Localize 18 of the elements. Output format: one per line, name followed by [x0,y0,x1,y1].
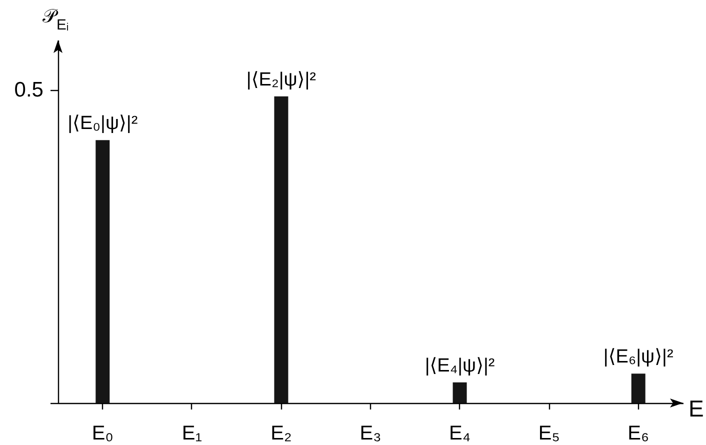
y-axis-title: 𝒫$_{Eᵢ}$ [42,6,69,34]
bar [96,140,110,403]
data-label: |⟨E₄|ψ⟩|² [424,355,495,376]
x-tick-label: E₄ [449,422,471,444]
x-tick-label: E₂ [270,422,292,444]
bar [452,382,467,403]
bar [274,96,288,403]
x-tick-label: E₆ [628,422,650,444]
data-label: |⟨E₀|ψ⟩|² [68,113,138,134]
data-label: |⟨E₂|ψ⟩|² [246,69,316,90]
data-label: |⟨E₆|ψ⟩|² [603,346,674,368]
x-tick-label: E₃ [360,422,382,444]
x-tick-label: E₅ [538,422,560,444]
x-axis-title: E [688,396,704,422]
bar [631,374,646,403]
x-tick-label: E₁ [182,422,202,444]
x-tick-label: E₀ [92,422,114,444]
y-tick-label: 0.5 [14,78,44,102]
